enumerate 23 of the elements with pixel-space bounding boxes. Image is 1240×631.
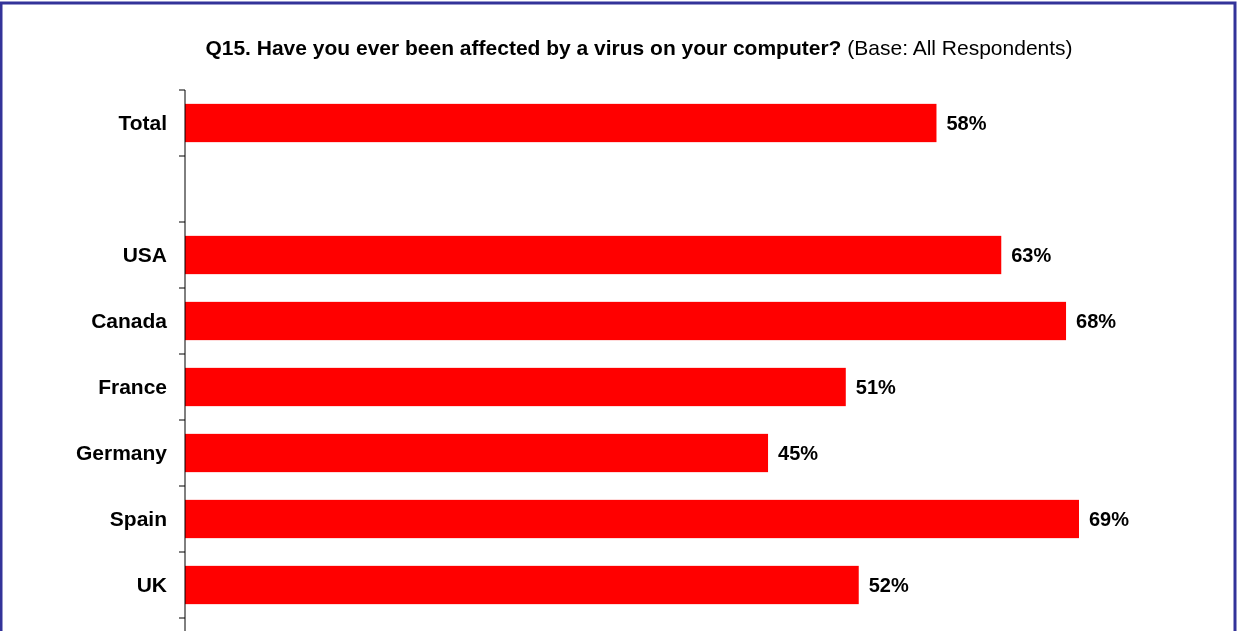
bar — [185, 235, 1002, 275]
y-tick-label: USA — [122, 243, 167, 267]
y-tick-label: Spain — [109, 507, 167, 531]
bar — [185, 433, 769, 473]
bar — [185, 103, 937, 143]
chart-title: Q15. Have you ever been affected by a virus on your computer? — [205, 36, 842, 59]
bar — [185, 499, 1079, 539]
chart-subtitle: (Base: All Respondents) — [841, 36, 1073, 59]
y-tick-label: Germany — [75, 441, 168, 465]
data-label: 58% — [946, 112, 987, 134]
data-label: 63% — [1011, 244, 1052, 266]
data-label: 69% — [1089, 508, 1130, 530]
bar — [185, 565, 859, 605]
y-tick-label: Total — [118, 111, 167, 135]
data-label: 45% — [778, 442, 819, 464]
bar — [185, 301, 1067, 341]
y-tick-label: Canada — [91, 309, 168, 333]
y-tick-label: France — [98, 375, 167, 399]
data-label: 68% — [1076, 310, 1117, 332]
data-label: 51% — [855, 376, 897, 398]
data-label: 52% — [868, 574, 909, 596]
y-tick-label: UK — [136, 573, 167, 597]
bar — [185, 367, 846, 407]
